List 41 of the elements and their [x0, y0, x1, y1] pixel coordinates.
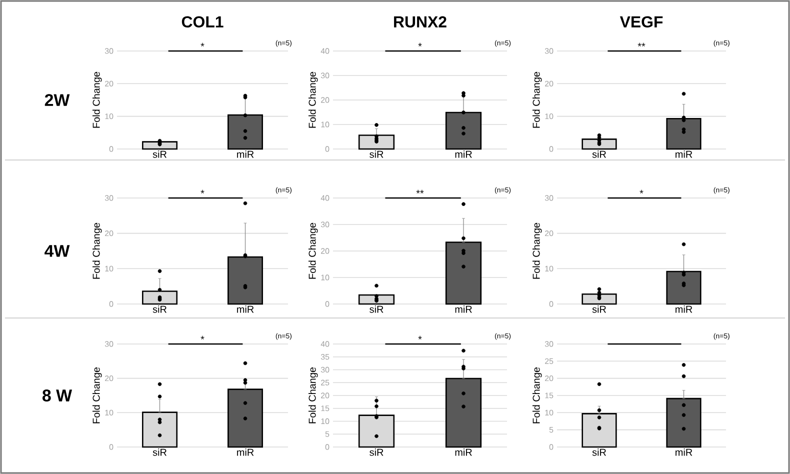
x-tick-label: siR — [370, 306, 384, 313]
x-tick-label: siR — [152, 150, 166, 158]
y-axis-title: Fold Change — [308, 222, 318, 279]
x-tick-label: miR — [237, 150, 254, 158]
chart-title: RUNX2 — [394, 16, 446, 28]
x-tick-label: miR — [237, 306, 254, 313]
y-axis-title: Fold Change — [92, 367, 102, 424]
x-tick-label: miR — [455, 306, 472, 313]
y-axis-title: Fold Change — [92, 72, 102, 128]
text: 4W — [44, 245, 70, 257]
text: * — [200, 42, 204, 46]
x-tick-label: siR — [592, 306, 606, 313]
y-axis-title: Fold Change — [532, 367, 542, 424]
x-tick-label: miR — [676, 306, 692, 313]
x-tick-label: miR — [676, 448, 692, 456]
y-axis-title: Fold Change — [308, 72, 318, 128]
x-tick-label: siR — [370, 448, 384, 456]
chart-title: COL1 — [182, 16, 224, 28]
text: * — [200, 336, 204, 340]
text: * — [418, 42, 422, 46]
x-tick-label: siR — [592, 150, 606, 158]
text: * — [640, 190, 644, 194]
x-tick-label: miR — [455, 448, 472, 456]
x-tick-label: siR — [592, 448, 606, 456]
text: * — [418, 336, 422, 340]
x-tick-label: miR — [237, 448, 254, 456]
x-tick-label: siR — [370, 150, 384, 158]
text: * — [200, 190, 204, 194]
x-tick-label: miR — [455, 150, 472, 158]
text: ** — [416, 190, 424, 194]
chart-title: VEGF — [620, 16, 663, 28]
x-tick-label: siR — [152, 448, 166, 456]
x-tick-label: siR — [152, 306, 166, 313]
text: ** — [638, 42, 646, 46]
y-axis-title: Fold Change — [92, 222, 102, 279]
text: 2W — [44, 94, 70, 106]
text: 8 W — [42, 389, 72, 402]
y-axis-title: Fold Change — [308, 367, 318, 424]
y-axis-title: Fold Change — [532, 72, 542, 128]
y-axis-title: Fold Change — [532, 222, 542, 279]
x-tick-label: miR — [676, 150, 692, 158]
